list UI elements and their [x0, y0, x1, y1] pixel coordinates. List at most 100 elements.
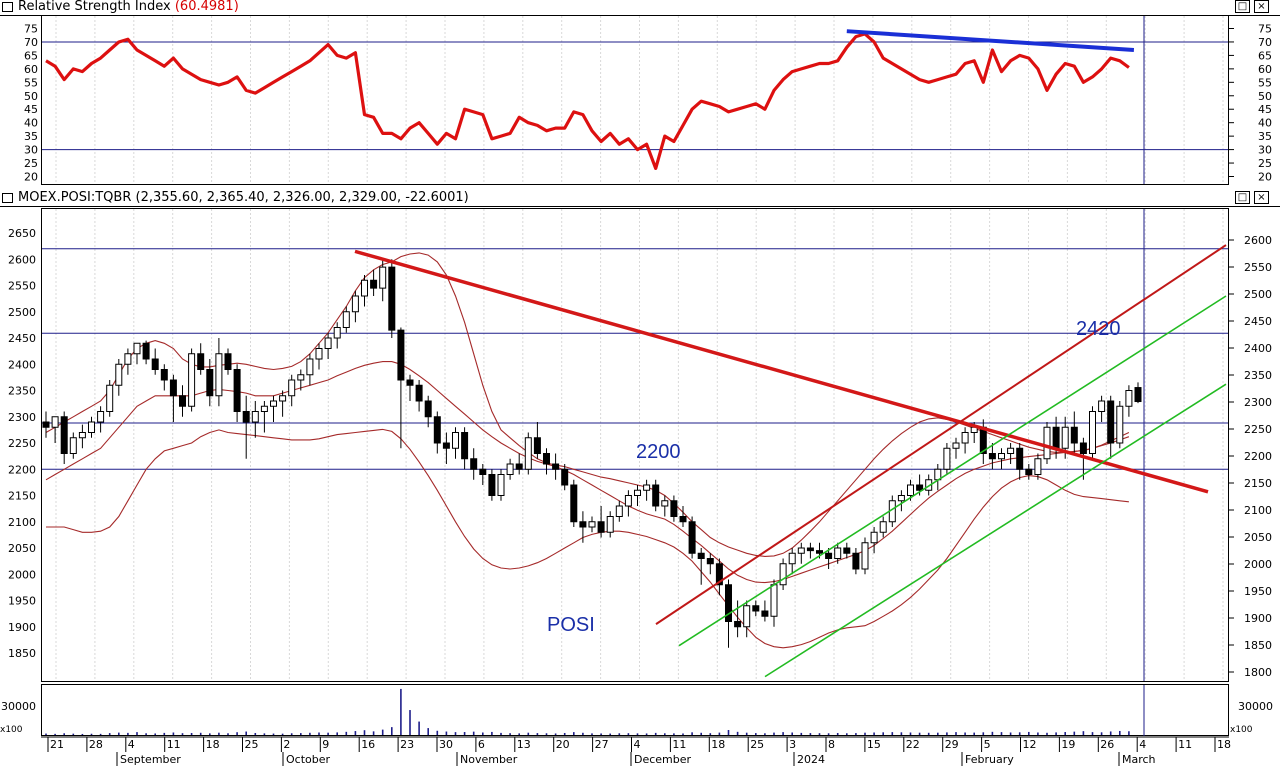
x-axis-month-label: October	[286, 753, 330, 766]
candle-down	[670, 500, 678, 517]
price-left-tick-label: 2200	[8, 463, 36, 476]
price-right-tick-label: 1800	[1244, 666, 1272, 679]
rsi-right-tick-label: 30	[1258, 144, 1272, 157]
rsi-left-tick-label: 60	[24, 63, 38, 76]
x-axis-day-label: 20	[556, 738, 570, 751]
candle-up	[870, 531, 878, 544]
x-axis-day-label: 5	[984, 738, 991, 751]
volume-plot[interactable]	[41, 684, 1229, 736]
candle-down	[488, 474, 496, 496]
price-right-tick-label: 2600	[1244, 234, 1272, 247]
rsi-right-tick-label: 65	[1258, 49, 1272, 62]
candle-up	[260, 405, 268, 412]
price-right-tick-label: 2450	[1244, 315, 1272, 328]
candle-down	[543, 453, 550, 465]
price-restore-button[interactable]: □	[1235, 191, 1250, 204]
pane-icon[interactable]	[2, 2, 13, 12]
rsi-left-tick-label: 20	[24, 171, 38, 184]
candle-up	[279, 395, 287, 402]
x-axis-day-label: 8	[828, 738, 835, 751]
bollinger-lower	[46, 428, 1129, 649]
candle-up	[288, 379, 296, 397]
price-right-tick-label: 1950	[1244, 585, 1272, 598]
candle-up	[788, 552, 796, 565]
price-right-tick-label: 2150	[1244, 477, 1272, 490]
x-axis-day-label: 30	[439, 738, 453, 751]
candle-down	[479, 468, 487, 475]
x-axis-month-label: November	[460, 753, 518, 766]
x-axis-day-label: 2	[283, 738, 290, 751]
rsi-right-tick-label: 50	[1258, 90, 1272, 103]
x-axis-day-label: 26	[1100, 738, 1114, 751]
candle-down	[916, 484, 924, 491]
candle-up	[743, 605, 751, 628]
rsi-restore-button[interactable]: □	[1235, 0, 1250, 13]
price-close-button[interactable]: ×	[1254, 191, 1269, 204]
candle-up	[315, 348, 323, 360]
price-right-tick-label: 2000	[1244, 558, 1272, 571]
candle-down	[470, 458, 478, 470]
rsi-divergence-line	[846, 29, 1135, 53]
rsi-right-tick-label: 35	[1258, 130, 1272, 143]
price-left-tick-label: 2050	[8, 542, 36, 555]
rsi-right-tick-label: 40	[1258, 117, 1272, 130]
candle-down	[652, 484, 660, 507]
candle-up	[88, 421, 95, 433]
candle-down	[397, 329, 405, 381]
volume-right-tick-label: 30000	[1238, 700, 1273, 713]
candle-up	[51, 416, 59, 428]
x-axis-day-label: 11	[672, 738, 686, 751]
candle-up	[952, 442, 960, 449]
candle-down	[752, 605, 760, 612]
candle-up	[297, 374, 305, 381]
price-plot[interactable]	[41, 208, 1229, 682]
candle-down	[706, 558, 714, 565]
price-left-tick-label: 2550	[8, 280, 36, 293]
candle-down	[242, 411, 250, 423]
price-left-tick-label: 1900	[8, 621, 36, 634]
annotation-ticker: POSI	[547, 614, 595, 636]
candle-down	[597, 521, 605, 533]
candle-up	[1043, 426, 1051, 460]
x-axis-day-label: 18	[1217, 738, 1231, 751]
candle-down	[433, 416, 441, 444]
candle-down	[579, 521, 587, 528]
rsi-title: Relative Strength Index (60.4981)	[18, 0, 239, 14]
rsi-value: (60.4981)	[174, 0, 239, 14]
candle-down	[570, 484, 578, 523]
x-axis-day-label: 16	[361, 738, 375, 751]
price-left-tick-label: 2400	[8, 358, 36, 371]
candle-up	[1098, 400, 1106, 412]
candle-down	[816, 550, 823, 554]
channel-green-1	[678, 295, 1227, 647]
x-axis-day-label: 11	[1178, 738, 1192, 751]
x-axis-month-label: March	[1122, 753, 1156, 766]
x-axis-day-label: 21	[50, 738, 64, 751]
rsi-left-tick-label: 30	[24, 144, 38, 157]
price-right-tick-label: 2250	[1244, 423, 1272, 436]
price-ohlc: (2,355.60, 2,365.40, 2,326.00, 2,329.00,…	[135, 190, 469, 205]
rsi-right-tick-label: 70	[1258, 36, 1272, 49]
annotation-2420: 2420	[1076, 318, 1121, 340]
candle-up	[333, 327, 341, 339]
candle-down	[688, 521, 696, 554]
candle-down	[442, 442, 450, 449]
candle-up	[133, 342, 141, 355]
price-left-tick-label: 2150	[8, 490, 36, 503]
price-right-tick-label: 1850	[1244, 639, 1272, 652]
candle-up	[1125, 390, 1133, 407]
candle-down	[424, 400, 432, 418]
rsi-left-tick-label: 55	[24, 76, 38, 89]
rsi-right-tick-label: 20	[1258, 171, 1272, 184]
candle-down	[561, 468, 569, 486]
channel-green-2	[764, 383, 1227, 678]
rsi-close-button[interactable]: ×	[1254, 0, 1269, 13]
candle-down	[679, 516, 687, 523]
candle-up	[497, 474, 505, 496]
candle-up	[351, 295, 359, 313]
candle-up	[1007, 447, 1015, 454]
candle-up	[998, 453, 1005, 460]
x-axis-day-label: 4	[634, 738, 641, 751]
candle-down	[715, 563, 723, 586]
pane-icon[interactable]	[2, 193, 13, 203]
